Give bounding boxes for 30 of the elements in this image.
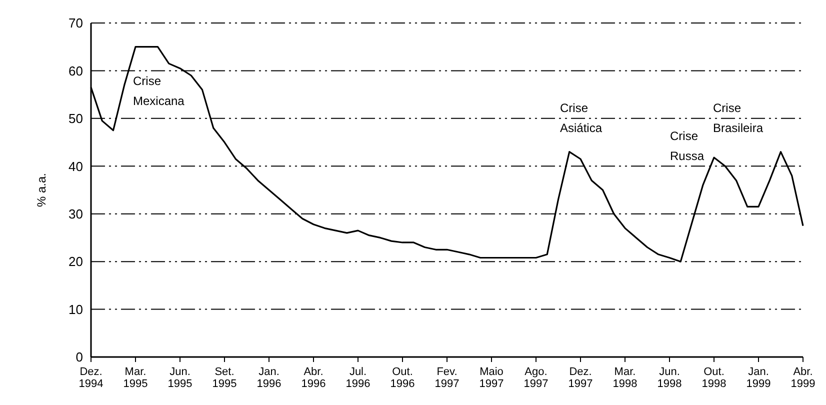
x-tick-label: Mar. 1998 <box>612 366 638 390</box>
x-tick-label: Set. 1995 <box>212 366 237 390</box>
y-axis-title: % a.a. <box>34 172 48 208</box>
x-tick-label: Mar. 1995 <box>123 366 148 390</box>
x-tick-label: Jun. 1995 <box>168 366 192 390</box>
y-tick-label: 30 <box>68 206 83 222</box>
x-tick-label: Maio 1997 <box>479 366 504 390</box>
y-tick-label: 60 <box>68 63 83 78</box>
annotation: Crise Russa <box>670 128 704 165</box>
x-tick-label: Jun. 1998 <box>657 366 682 390</box>
x-tick-label: Dez. 1997 <box>568 366 593 390</box>
x-tick-label: Dez. 1994 <box>78 366 104 390</box>
y-tick-label: 0 <box>76 350 83 365</box>
x-tick-label: Jan. 1996 <box>256 366 282 390</box>
x-tick-label: Out. 1998 <box>702 366 726 390</box>
annotation: Crise Brasileira <box>713 100 764 137</box>
annotation: Crise Asiática <box>560 100 602 137</box>
x-tick-label: Fev. 1997 <box>434 366 460 390</box>
y-tick-label: 40 <box>68 158 83 174</box>
x-tick-label: Out. 1996 <box>390 366 415 390</box>
y-tick-label: 70 <box>68 16 83 31</box>
y-tick-label: 50 <box>68 111 83 126</box>
x-tick-label: Abr. 1996 <box>301 366 326 390</box>
x-tick-label: Ago. 1997 <box>524 366 548 390</box>
y-tick-label: 20 <box>68 254 83 270</box>
x-tick-label: Jul. 1996 <box>346 366 370 390</box>
y-tick-label: 10 <box>68 302 83 317</box>
x-tick-label: Abr. 1999 <box>790 366 816 390</box>
annotation: Crise Mexicana <box>133 73 184 110</box>
x-tick-label: Jan. 1999 <box>746 366 771 390</box>
